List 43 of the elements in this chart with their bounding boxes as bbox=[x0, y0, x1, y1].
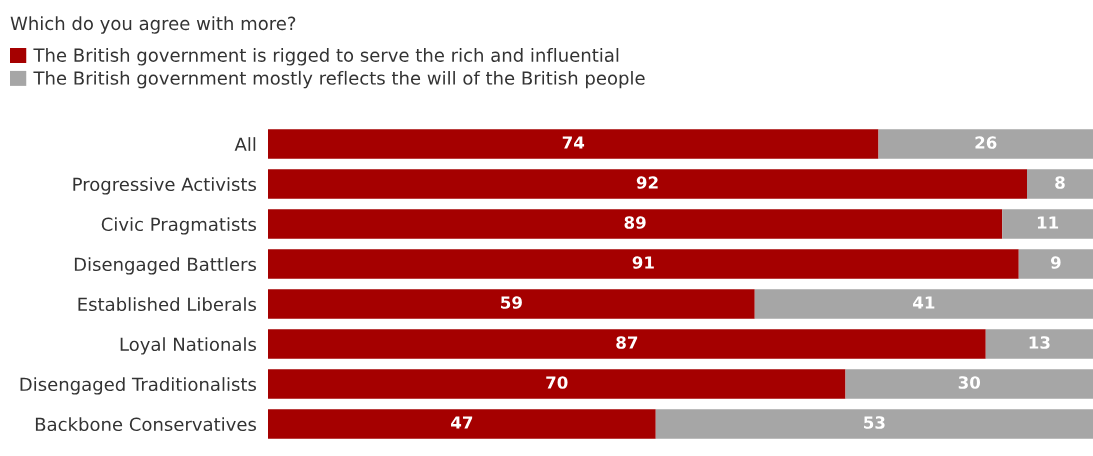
data-label: 30 bbox=[958, 376, 981, 389]
bar bbox=[268, 129, 879, 159]
y-tick-label: Backbone Conservatives bbox=[35, 417, 256, 432]
data-label: 47 bbox=[451, 416, 473, 429]
legend-label: The British government mostly reflects the will of the British people bbox=[33, 70, 645, 89]
y-tick-label: Loyal Nationals bbox=[120, 337, 257, 355]
data-label: 26 bbox=[975, 136, 997, 149]
bar bbox=[1002, 209, 1093, 239]
data-label: 70 bbox=[546, 376, 568, 389]
y-tick-label: Disengaged Battlers bbox=[74, 257, 257, 275]
y-tick-label: Progressive Activists bbox=[73, 177, 257, 195]
data-label: 53 bbox=[864, 416, 885, 429]
y-tick-label: Civic Pragmatists bbox=[101, 217, 257, 235]
legend-label: The British government is rigged to serve the rich and influential bbox=[33, 48, 619, 66]
data-label: 13 bbox=[1029, 336, 1050, 349]
chart-subtitle: Which do you agree with more? bbox=[10, 16, 296, 34]
data-label: 9 bbox=[1050, 256, 1061, 269]
bar bbox=[268, 249, 1019, 279]
data-label: 59 bbox=[501, 296, 522, 309]
y-tick-label: Disengaged Traditionalists bbox=[20, 377, 257, 395]
data-label: 8 bbox=[1055, 176, 1065, 189]
bar bbox=[655, 409, 1093, 439]
y-tick-label: Established Liberals bbox=[78, 297, 257, 312]
bar bbox=[268, 169, 1027, 199]
y-tick-label: All bbox=[234, 137, 256, 151]
bar bbox=[845, 369, 1093, 399]
bar bbox=[1018, 249, 1093, 279]
bar bbox=[268, 329, 986, 359]
bar bbox=[985, 329, 1093, 359]
data-label: 89 bbox=[624, 216, 646, 229]
data-label: 11 bbox=[1037, 216, 1059, 229]
bar bbox=[268, 289, 755, 319]
data-label: 41 bbox=[913, 296, 935, 309]
bar bbox=[268, 369, 846, 399]
bar bbox=[268, 209, 1003, 239]
bar bbox=[1027, 169, 1093, 199]
data-label: 87 bbox=[616, 336, 638, 349]
bar bbox=[754, 289, 1093, 319]
data-label: 91 bbox=[632, 256, 654, 269]
data-label: 92 bbox=[636, 176, 658, 189]
data-label: 74 bbox=[562, 136, 585, 149]
bar bbox=[268, 409, 656, 439]
bar bbox=[878, 129, 1093, 159]
